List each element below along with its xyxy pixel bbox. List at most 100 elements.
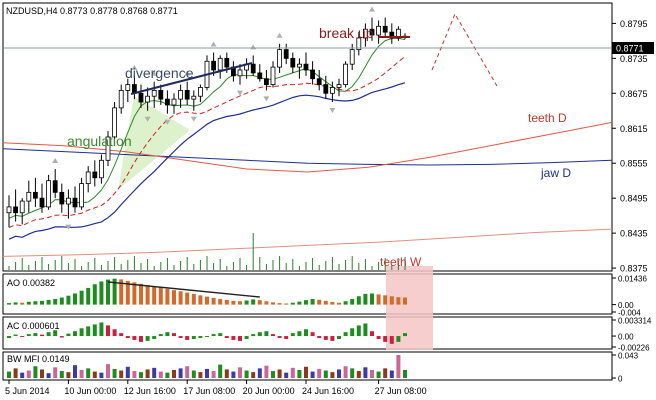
ac-bar: [304, 329, 308, 337]
ac-bar: [271, 334, 275, 337]
time-tick-label: 24 Jun 16:00: [302, 386, 354, 396]
candle-body: [33, 191, 38, 199]
candle-body: [46, 180, 51, 208]
ao-bar: [277, 303, 282, 305]
mfi-bar: [396, 355, 401, 378]
mfi-bar: [350, 368, 355, 378]
ao-bar: [112, 278, 117, 305]
ao-bar: [92, 284, 97, 305]
ao-bar: [165, 288, 170, 305]
mfi-bar: [145, 369, 150, 378]
ao-bar: [356, 296, 361, 305]
chart-title: NZDUSD,H4 0.8773 0.8778 0.8768 0.8771: [6, 6, 178, 16]
candle-body: [191, 95, 197, 100]
ac-bar: [178, 336, 183, 338]
annotation-angulation: angulation: [67, 133, 132, 149]
ac-bar: [290, 333, 295, 337]
fractal-down-marker: [65, 224, 72, 230]
candle-body: [79, 183, 84, 208]
mfi-bar: [363, 367, 368, 378]
ao-bar: [317, 299, 322, 305]
fractal-down-marker: [190, 116, 197, 122]
candle-body: [283, 49, 289, 59]
ao-bar: [284, 303, 289, 305]
ao-bar: [106, 279, 110, 305]
ao-bar: [59, 297, 64, 305]
ac-bar: [33, 333, 38, 337]
ac-bar: [224, 336, 229, 338]
mfi-bar: [73, 365, 77, 378]
mfi-histogram: [7, 355, 407, 378]
candle-body: [171, 98, 177, 106]
ao-bar: [66, 295, 71, 305]
mfi-bar: [330, 372, 335, 378]
candle-body: [59, 191, 65, 205]
mfi-bar: [356, 371, 361, 378]
fractal-down-marker: [263, 96, 270, 102]
time-tick-label: 10 Jun 00:00: [64, 386, 116, 396]
ac-bar: [92, 324, 97, 337]
ao-bar: [145, 285, 150, 305]
ao-bar: [73, 293, 77, 305]
ao-bar: [389, 296, 394, 305]
ac-bar: [211, 334, 216, 337]
mfi-bar: [403, 369, 407, 378]
ao-bar: [323, 300, 328, 305]
ac-bar: [198, 336, 203, 338]
candle-body: [224, 57, 230, 68]
mfi-bar: [198, 372, 203, 378]
ao-bar: [350, 299, 355, 305]
fractal-down-marker: [329, 108, 336, 114]
candle-body: [303, 63, 309, 71]
ao-bar: [383, 295, 388, 305]
candle-body: [66, 197, 71, 205]
ac-bar: [231, 336, 236, 340]
mfi-bar: [323, 370, 328, 378]
ac-bar: [323, 336, 328, 340]
mfi-bar: [370, 369, 374, 378]
mfi-bar: [125, 366, 130, 378]
ac-bar: [40, 334, 44, 337]
candle-body: [178, 89, 184, 100]
ac-bar: [112, 329, 117, 337]
ao-bar: [271, 302, 275, 305]
candle-body: [125, 84, 131, 91]
ohlc-low: 0.8768: [120, 6, 148, 16]
indicator-tick-label: 0.00: [618, 301, 634, 310]
ao-bar: [26, 301, 31, 305]
ac-bar: [330, 336, 335, 341]
mfi-bar: [238, 367, 242, 378]
mfi-bar: [59, 371, 64, 378]
indicator-axes: 0.014360.00-0.0040.0033140.00-0.002260.0…: [612, 275, 652, 384]
mfi-bar: [310, 371, 315, 378]
time-tick-label: 20 Jun 00:00: [243, 386, 295, 396]
ac-bar: [337, 336, 341, 339]
mfi-bar: [158, 371, 163, 378]
fractal-up-marker: [151, 70, 158, 76]
candle-body: [257, 72, 263, 80]
annotation-teeth-w: teeth W: [380, 255, 422, 269]
candle-body: [270, 66, 276, 85]
ac-bar: [284, 336, 289, 339]
price-tick-label: 0.8675: [620, 89, 648, 99]
ac-bar: [297, 331, 302, 337]
fractal-up-marker: [131, 64, 138, 70]
ao-bar: [343, 301, 348, 305]
mfi-bar: [211, 371, 216, 378]
ac-bar: [139, 336, 143, 342]
ao-bar: [158, 287, 163, 305]
ac-bar: [257, 332, 262, 337]
annotation-teeth-d: teeth D: [528, 111, 567, 125]
candle-body: [92, 171, 98, 179]
mfi-bar: [46, 373, 51, 378]
mfi-bar: [304, 366, 308, 378]
time-tick-label: 12 Jun 16:00: [124, 386, 176, 396]
ac-bar: [264, 331, 269, 337]
candle-body: [362, 28, 368, 39]
ohlc-high: 0.8778: [90, 6, 118, 16]
mfi-bar: [172, 369, 176, 378]
ao-bar: [264, 301, 269, 305]
ao-bar: [185, 292, 190, 305]
ac-bar: [277, 336, 282, 338]
ac-bar: [7, 336, 11, 338]
